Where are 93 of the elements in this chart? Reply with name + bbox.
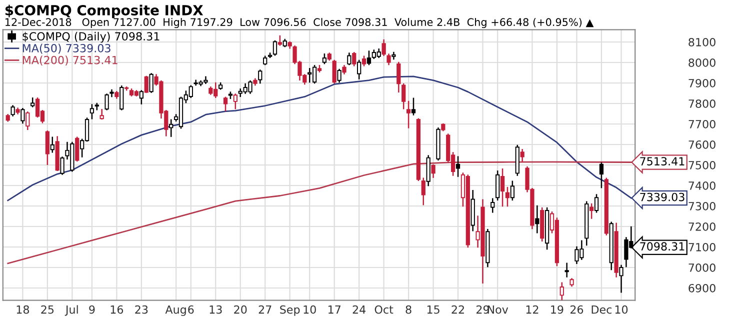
x-tick-label: 24 (352, 305, 366, 314)
x-tick-label: 18 (16, 305, 30, 314)
legend-label: $COMPQ (Daily) 7098.31 (22, 32, 160, 43)
x-tick-label: 22 (452, 305, 464, 314)
candlestick (560, 282, 564, 300)
candlestick (599, 162, 604, 188)
candlestick (362, 56, 366, 66)
candlestick (258, 70, 262, 84)
candlestick (590, 203, 594, 219)
x-tick-label: 17 (328, 306, 340, 314)
candlestick (352, 52, 356, 66)
x-tick-label: 9 (89, 305, 95, 314)
candlestick (421, 178, 426, 206)
x-tick-label: 15 (427, 306, 440, 314)
candlestick (392, 52, 396, 60)
legend-label: MA(200) 7513.41 (22, 56, 118, 66)
candlestick (110, 89, 114, 98)
x-tick-label: 16 (110, 305, 124, 314)
candlestick (45, 130, 50, 166)
candlestick (322, 53, 327, 64)
y-tick-label: 7000 (688, 263, 716, 272)
x-tick-label: 27 (258, 305, 272, 314)
y-tick-label: 7700 (688, 120, 716, 128)
candlestick (456, 156, 460, 177)
y-tick-label: 7500 (688, 160, 716, 170)
candlestick (496, 170, 500, 200)
candlestick (490, 198, 495, 213)
candlestick (60, 156, 64, 175)
x-tick-label: 25 (41, 305, 54, 314)
data-label: 7339.03 (640, 192, 684, 202)
candlestick (90, 104, 94, 120)
x-tick-label: 26 (570, 305, 584, 314)
candlestick (347, 52, 352, 66)
x-tick-label: 8 (406, 305, 412, 314)
x-tick-label: Oct (374, 305, 394, 314)
candlestick (100, 109, 104, 120)
candlestick (332, 60, 336, 84)
y-tick-label: 7400 (688, 181, 716, 190)
x-tick-label: Dec (592, 306, 612, 314)
candlestick (139, 90, 144, 104)
candlestick (169, 119, 174, 137)
candlestick (357, 60, 362, 80)
x-tick-label: Sep (280, 305, 300, 316)
y-tick-label: 7100 (688, 242, 716, 252)
y-tick-label: 6900 (688, 284, 716, 292)
candlestick (386, 54, 391, 66)
candlestick (402, 83, 406, 110)
candlestick (520, 149, 524, 162)
candlestick (431, 164, 436, 178)
candlestick (144, 76, 148, 93)
candlestick (564, 262, 569, 278)
candlestick (223, 96, 228, 112)
candlestick (594, 194, 599, 213)
candlestick (406, 100, 411, 128)
y-tick-label: 7200 (688, 222, 716, 231)
candlestick (75, 136, 80, 162)
legend-label: MA(50) 7339.03 (22, 44, 110, 54)
x-tick-label: 19 (551, 305, 564, 314)
candlestick (149, 73, 154, 93)
x-tick-label: Jul (64, 305, 78, 316)
y-tick-label: 7800 (688, 99, 716, 108)
candlestick (104, 94, 109, 110)
candlestick (10, 105, 15, 116)
y-tick-label: 7900 (688, 78, 716, 88)
candlestick (50, 136, 54, 153)
x-tick-label: 13 (210, 305, 222, 314)
candlestick (619, 264, 624, 293)
data-label: 7513.41 (640, 157, 684, 166)
chart-title: $COMPQ Composite INDX (5, 4, 204, 18)
x-tick-label: 12 (526, 305, 538, 314)
x-tick-label: 20 (234, 305, 247, 314)
candlestick (505, 186, 510, 207)
candlestick (500, 168, 505, 207)
text: 7098.31 (640, 242, 684, 251)
candlestick (382, 39, 386, 56)
x-tick-label: Aug (165, 306, 186, 316)
y-tick-label: 8100 (688, 38, 716, 46)
y-tick-label: 7300 (688, 202, 716, 210)
candlestick (396, 62, 401, 92)
candlestick (278, 35, 282, 46)
candlestick (426, 155, 430, 186)
y-tick-label: 7600 (688, 140, 716, 149)
chart-subtitle: 12-Dec-2018 Open 7127.00 High 7197.29 Low 7096.56 Close 7098.31 Volume 2.4B Chg +66.48 (+0.95%) ▲ (6, 18, 594, 28)
x-tick-label: 10 (304, 305, 316, 314)
x-tick-label: 6 (188, 305, 194, 314)
x-tick-label: 10 (615, 305, 628, 314)
y-tick-label: 8000 (688, 58, 716, 67)
candlestick (272, 40, 278, 56)
candlestick (411, 98, 416, 116)
candlestick (510, 180, 514, 200)
x-tick-label: 23 (135, 305, 148, 314)
candlestick (535, 205, 540, 234)
candlestick (337, 68, 342, 83)
